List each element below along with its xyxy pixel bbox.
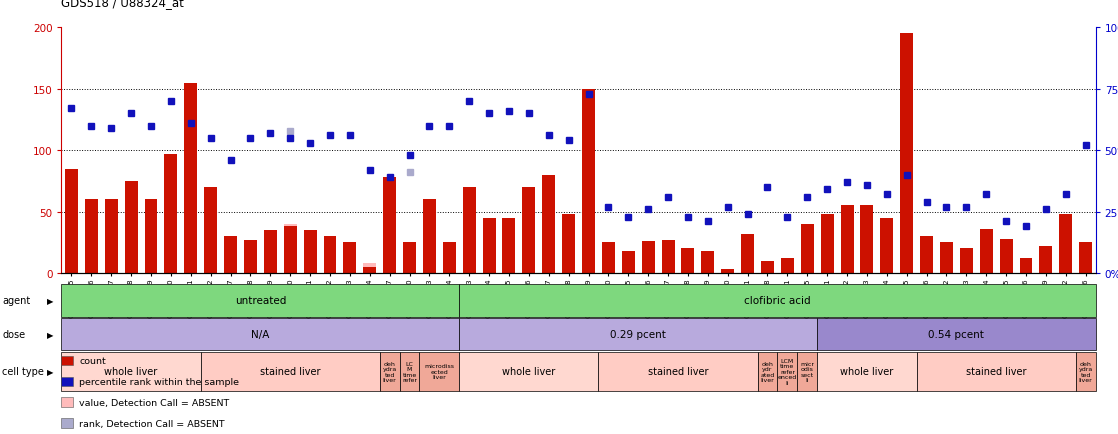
- Bar: [741, 270, 754, 273]
- Bar: [164, 155, 178, 273]
- Bar: [601, 243, 615, 273]
- Text: cell type: cell type: [2, 367, 44, 376]
- Text: dose: dose: [2, 329, 26, 339]
- Bar: [821, 214, 834, 273]
- Bar: [622, 251, 635, 273]
- Bar: [463, 187, 475, 273]
- Bar: [284, 227, 296, 273]
- Bar: [404, 243, 416, 273]
- Bar: [363, 263, 377, 273]
- Text: deh
ydra
ted
liver: deh ydra ted liver: [1079, 361, 1092, 382]
- Bar: [284, 224, 296, 273]
- Bar: [582, 89, 595, 273]
- Text: N/A: N/A: [252, 329, 269, 339]
- Bar: [443, 243, 456, 273]
- Text: untreated: untreated: [235, 296, 286, 306]
- Bar: [85, 200, 97, 273]
- Bar: [542, 175, 556, 273]
- Text: stained liver: stained liver: [647, 367, 708, 376]
- Text: count: count: [79, 356, 106, 365]
- Bar: [105, 200, 117, 273]
- Text: percentile rank within the sample: percentile rank within the sample: [79, 377, 239, 386]
- Bar: [184, 83, 197, 273]
- Text: ▶: ▶: [47, 367, 54, 376]
- Bar: [264, 230, 277, 273]
- Bar: [363, 267, 377, 273]
- Bar: [761, 261, 774, 273]
- Text: value, Detection Call = ABSENT: value, Detection Call = ABSENT: [79, 398, 229, 407]
- Text: whole liver: whole liver: [841, 367, 893, 376]
- Text: micr
odis
sect
li: micr odis sect li: [800, 361, 814, 382]
- Bar: [383, 178, 396, 273]
- Bar: [880, 218, 893, 273]
- Text: whole liver: whole liver: [104, 367, 158, 376]
- Bar: [999, 239, 1013, 273]
- Text: GDS518 / U88324_at: GDS518 / U88324_at: [61, 0, 184, 9]
- Bar: [244, 240, 257, 273]
- Bar: [224, 237, 237, 273]
- Bar: [502, 218, 515, 273]
- Bar: [662, 240, 674, 273]
- Text: LC
M
time
refer: LC M time refer: [402, 361, 417, 382]
- Bar: [423, 200, 436, 273]
- Bar: [343, 243, 357, 273]
- Bar: [1020, 259, 1033, 273]
- Bar: [960, 249, 973, 273]
- Bar: [741, 234, 754, 273]
- Bar: [800, 224, 814, 273]
- Bar: [483, 218, 495, 273]
- Text: stained liver: stained liver: [260, 367, 321, 376]
- Text: ▶: ▶: [47, 296, 54, 305]
- Bar: [304, 230, 316, 273]
- Text: rank, Detection Call = ABSENT: rank, Detection Call = ABSENT: [79, 419, 225, 427]
- Bar: [1040, 247, 1052, 273]
- Bar: [979, 229, 993, 273]
- Bar: [65, 169, 78, 273]
- Text: deh
ydr
ated
liver: deh ydr ated liver: [760, 361, 775, 382]
- Bar: [682, 249, 694, 273]
- Bar: [144, 200, 158, 273]
- Text: stained liver: stained liver: [966, 367, 1026, 376]
- Bar: [404, 243, 416, 273]
- Bar: [1060, 214, 1072, 273]
- Bar: [920, 237, 934, 273]
- Text: whole liver: whole liver: [502, 367, 556, 376]
- Bar: [522, 187, 536, 273]
- Bar: [642, 242, 655, 273]
- Bar: [562, 214, 575, 273]
- Text: deh
ydra
ted
liver: deh ydra ted liver: [382, 361, 397, 382]
- Bar: [940, 243, 953, 273]
- Bar: [900, 34, 913, 273]
- Text: LCM
time
refer
enced
li: LCM time refer enced li: [778, 358, 797, 385]
- Bar: [861, 206, 873, 273]
- Text: 0.54 pcent: 0.54 pcent: [928, 329, 984, 339]
- Bar: [780, 259, 794, 273]
- Text: ▶: ▶: [47, 330, 54, 339]
- Bar: [701, 251, 714, 273]
- Bar: [124, 181, 138, 273]
- Text: agent: agent: [2, 296, 30, 306]
- Bar: [1079, 243, 1092, 273]
- Text: microdiss
ected
liver: microdiss ected liver: [425, 364, 454, 379]
- Text: 0.29 pcent: 0.29 pcent: [610, 329, 666, 339]
- Bar: [205, 187, 217, 273]
- Bar: [841, 206, 853, 273]
- Bar: [323, 237, 337, 273]
- Bar: [721, 270, 735, 273]
- Text: clofibric acid: clofibric acid: [745, 296, 811, 306]
